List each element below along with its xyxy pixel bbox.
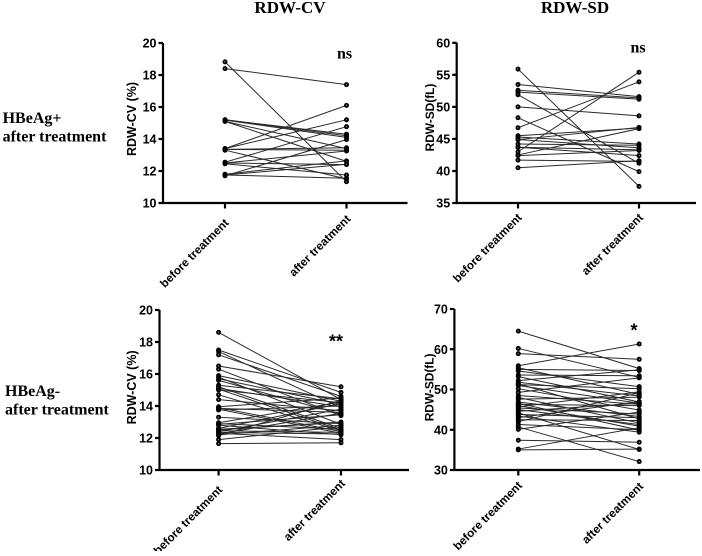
svg-text:18: 18 (143, 69, 157, 83)
svg-text:*: * (630, 320, 637, 340)
svg-text:70: 70 (434, 303, 448, 317)
svg-text:45: 45 (436, 133, 450, 147)
svg-text:RDW-CV: RDW-CV (254, 0, 326, 17)
svg-text:30: 30 (434, 464, 448, 478)
svg-text:after treatment: after treatment (3, 129, 107, 146)
svg-text:10: 10 (143, 197, 157, 211)
svg-text:10: 10 (139, 464, 153, 478)
svg-text:40: 40 (436, 165, 450, 179)
svg-text:12: 12 (143, 165, 157, 179)
svg-text:18: 18 (139, 336, 153, 350)
svg-text:16: 16 (143, 101, 157, 115)
svg-text:after treatment: after treatment (5, 402, 109, 419)
svg-text:50: 50 (436, 101, 450, 115)
svg-text:ns: ns (630, 40, 645, 57)
svg-text:16: 16 (139, 368, 153, 382)
svg-text:60: 60 (436, 36, 450, 50)
svg-text:14: 14 (143, 133, 157, 147)
svg-text:60: 60 (434, 343, 448, 357)
svg-text:20: 20 (139, 304, 153, 318)
svg-text:HBeAg-: HBeAg- (5, 383, 60, 400)
svg-text:50: 50 (434, 383, 448, 397)
svg-text:55: 55 (436, 68, 450, 82)
svg-text:RDW-CV (%): RDW-CV (%) (125, 82, 139, 156)
svg-text:RDW-CV (%): RDW-CV (%) (125, 350, 139, 424)
svg-text:RDW-SD: RDW-SD (541, 0, 609, 17)
svg-text:20: 20 (143, 37, 157, 51)
svg-text:**: ** (329, 331, 343, 351)
svg-text:12: 12 (139, 432, 153, 446)
svg-text:14: 14 (139, 400, 153, 414)
svg-text:HBeAg+: HBeAg+ (3, 110, 62, 127)
svg-text:ns: ns (337, 45, 352, 62)
svg-text:35: 35 (436, 197, 450, 211)
svg-text:RDW-SD(fL): RDW-SD(fL) (423, 353, 437, 421)
svg-text:RDW-SD(fL): RDW-SD(fL) (423, 84, 437, 152)
svg-text:40: 40 (434, 423, 448, 437)
